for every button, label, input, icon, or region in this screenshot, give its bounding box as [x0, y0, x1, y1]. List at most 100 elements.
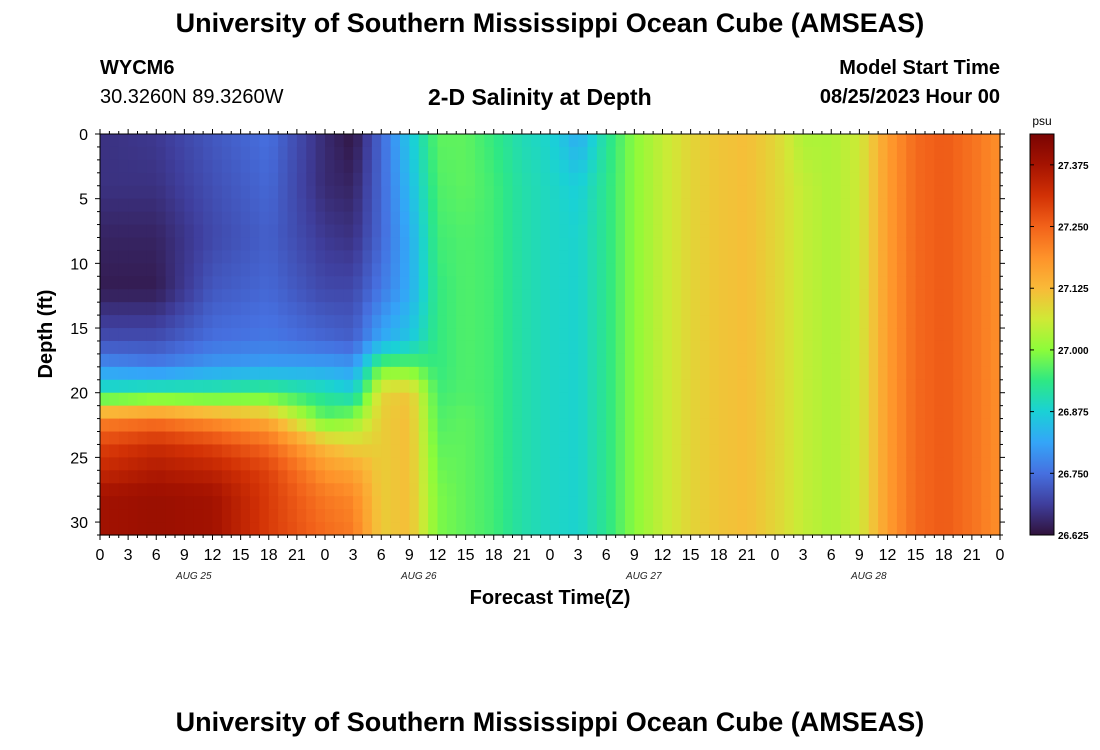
heatmap-cell — [671, 224, 682, 239]
heatmap-cell — [765, 159, 776, 174]
heatmap-cell — [550, 444, 560, 458]
heatmap-cell — [812, 237, 823, 252]
heatmap-cell — [418, 237, 429, 252]
heatmap-cell — [268, 418, 279, 433]
heatmap-cell — [681, 379, 692, 394]
heatmap-cell — [296, 198, 307, 213]
heatmap-cell — [906, 405, 917, 420]
heatmap-cell — [887, 457, 898, 471]
heatmap-cell — [437, 340, 448, 355]
heatmap-cell — [146, 496, 157, 510]
heatmap-cell — [540, 483, 551, 497]
heatmap-cell — [962, 353, 973, 368]
heatmap-cell — [371, 340, 382, 355]
heatmap-cell — [634, 134, 645, 148]
heatmap-cell — [718, 224, 729, 239]
heatmap-cell — [100, 146, 110, 161]
heatmap-cell — [503, 276, 514, 290]
heatmap-cell — [671, 134, 682, 148]
heatmap-cell — [756, 289, 767, 303]
heatmap-cell — [737, 522, 748, 536]
heatmap-cell — [700, 483, 710, 497]
heatmap-cell — [343, 353, 354, 368]
heatmap-cell — [859, 444, 870, 458]
heatmap-cell — [456, 224, 467, 239]
heatmap-cell — [493, 263, 504, 277]
heatmap-cell — [100, 353, 110, 368]
heatmap-cell — [925, 276, 935, 290]
heatmap-cell — [418, 198, 429, 213]
heatmap-cell — [906, 302, 917, 316]
heatmap-cell — [821, 509, 832, 523]
heatmap-cell — [728, 315, 739, 329]
heatmap-cell — [671, 366, 682, 381]
heatmap-cell — [953, 392, 964, 407]
heatmap-cell — [156, 237, 167, 252]
heatmap-cell — [296, 289, 307, 303]
heatmap-cell — [728, 405, 739, 420]
heatmap-cell — [493, 444, 504, 458]
heatmap-cell — [278, 263, 289, 277]
heatmap-cell — [184, 340, 195, 355]
heatmap-cell — [868, 379, 879, 394]
heatmap-cell — [400, 392, 410, 407]
heatmap-cell — [878, 315, 889, 329]
heatmap-cell — [821, 431, 832, 446]
heatmap-cell — [250, 224, 260, 239]
heatmap-cell — [606, 224, 617, 239]
heatmap-cell — [812, 483, 823, 497]
heatmap-cell — [156, 185, 167, 200]
heatmap-cell — [746, 418, 757, 433]
heatmap-cell — [587, 470, 598, 484]
heatmap-cell — [137, 289, 148, 303]
heatmap-cell — [587, 366, 598, 381]
heatmap-cell — [362, 302, 373, 316]
heatmap-cell — [943, 185, 954, 200]
heatmap-cell — [568, 263, 579, 277]
heatmap-cell — [156, 289, 167, 303]
heatmap-cell — [578, 379, 589, 394]
heatmap-cell — [596, 172, 607, 187]
heatmap-cell — [484, 470, 495, 484]
heatmap-cell — [203, 522, 214, 536]
heatmap-cell — [100, 224, 110, 239]
heatmap-cell — [878, 405, 889, 420]
heatmap-cell — [437, 405, 448, 420]
heatmap-cell — [803, 405, 814, 420]
heatmap-cell — [962, 405, 973, 420]
heatmap-cell — [746, 392, 757, 407]
heatmap-cell — [840, 444, 851, 458]
heatmap-cell — [250, 302, 260, 316]
heatmap-cell — [409, 483, 420, 497]
heatmap-cell — [165, 172, 176, 187]
heatmap-cell — [981, 431, 992, 446]
heatmap-cell — [259, 302, 270, 316]
heatmap-cell — [353, 185, 364, 200]
heatmap-cell — [878, 379, 889, 394]
heatmap-cell — [568, 340, 579, 355]
heatmap-cell — [531, 315, 542, 329]
heatmap-cell — [381, 418, 392, 433]
heatmap-cell — [156, 366, 167, 381]
heatmap-cell — [840, 185, 851, 200]
heatmap-cell — [850, 237, 860, 252]
heatmap-cell — [634, 172, 645, 187]
heatmap-cell — [765, 237, 776, 252]
heatmap-cell — [821, 379, 832, 394]
heatmap-cell — [446, 263, 457, 277]
heatmap-cell — [587, 211, 598, 226]
heatmap-cell — [343, 431, 354, 446]
heatmap-cell — [437, 496, 448, 510]
heatmap-cell — [240, 263, 251, 277]
heatmap-cell — [175, 198, 185, 213]
heatmap-cell — [184, 211, 195, 226]
heatmap-cell — [437, 353, 448, 368]
heatmap-cell — [259, 418, 270, 433]
heatmap-cell — [981, 198, 992, 213]
heatmap-cell — [118, 392, 129, 407]
heatmap-cell — [287, 444, 298, 458]
heatmap-cell — [343, 134, 354, 148]
heatmap-cell — [156, 224, 167, 239]
heatmap-cell — [925, 263, 935, 277]
heatmap-cell — [184, 172, 195, 187]
